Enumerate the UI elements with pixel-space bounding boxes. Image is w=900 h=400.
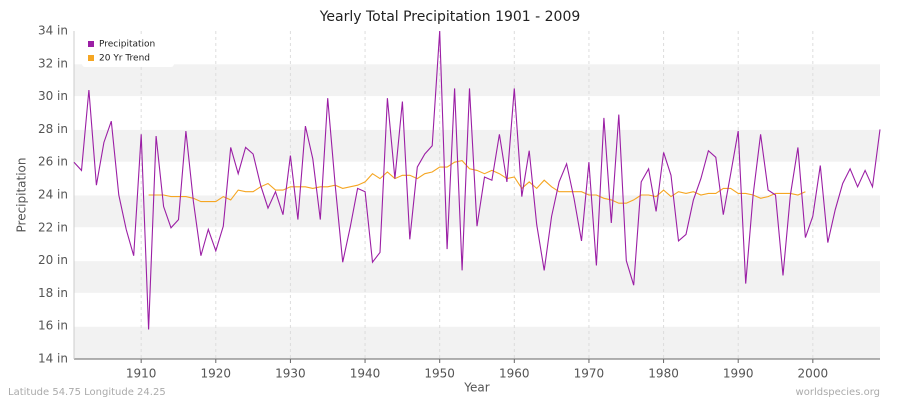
x-tick-label: 1930 <box>275 367 306 381</box>
x-axis-label: Year <box>463 381 489 395</box>
y-tick-label: 22 in <box>38 220 68 234</box>
legend: Precipitation 20 Yr Trend <box>82 35 174 67</box>
x-tick-label: 1910 <box>126 367 157 381</box>
x-tick-label: 2000 <box>798 367 829 381</box>
footer-left: Latitude 54.75 Longitude 24.25 <box>8 387 166 398</box>
footer-right: worldspecies.org <box>796 387 880 398</box>
y-tick-label: 28 in <box>38 122 68 136</box>
plot-background <box>74 30 880 360</box>
x-tick-label: 1950 <box>424 367 455 381</box>
legend-label: Precipitation <box>99 40 155 50</box>
legend-box <box>82 35 174 67</box>
x-tick-label: 1970 <box>574 367 605 381</box>
y-tick-label: 14 in <box>38 352 68 366</box>
y-tick-label: 24 in <box>38 188 68 202</box>
x-tick-label: 1990 <box>723 367 754 381</box>
x-tick-label: 1980 <box>648 367 679 381</box>
x-tick-label: 1920 <box>201 367 232 381</box>
y-axis-label: Precipitation <box>15 157 29 232</box>
y-tick-label: 26 in <box>38 155 68 169</box>
legend-label: 20 Yr Trend <box>99 54 150 64</box>
y-tick-label: 30 in <box>38 89 68 103</box>
y-tick-label: 16 in <box>38 319 68 333</box>
y-tick-label: 34 in <box>38 24 68 38</box>
chart-title: Yearly Total Precipitation 1901 - 2009 <box>319 9 581 25</box>
grid-band <box>74 326 880 359</box>
grid-band <box>74 63 880 97</box>
y-tick-label: 20 in <box>38 253 68 267</box>
grid-band <box>74 129 880 163</box>
legend-swatch <box>88 55 94 61</box>
x-tick-label: 1960 <box>499 367 530 381</box>
grid-band <box>74 260 880 294</box>
x-tick-label: 1940 <box>350 367 381 381</box>
y-tick-label: 32 in <box>38 56 68 70</box>
legend-swatch <box>88 41 94 47</box>
y-tick-label: 18 in <box>38 286 68 300</box>
data-line <box>73 30 881 330</box>
